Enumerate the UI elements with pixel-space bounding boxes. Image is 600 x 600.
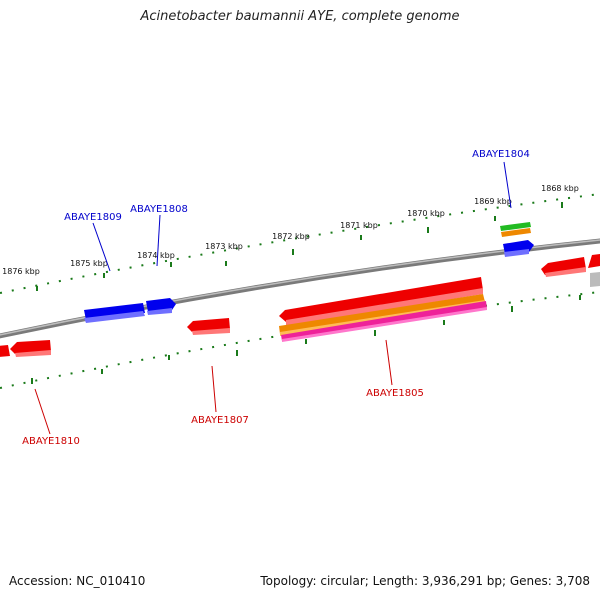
genome-summary-text: Topology: circular; Length: 3,936,291 bp… (260, 574, 590, 588)
gene-label[interactable]: ABAYE1808 (130, 204, 188, 215)
gene-feature[interactable] (500, 222, 531, 231)
tick-label: 1871 kbp (340, 221, 378, 230)
tick-label: 1876 kbp (2, 267, 40, 276)
gene-label[interactable]: ABAYE1804 (472, 149, 530, 160)
tick-label: 1869 kbp (474, 197, 512, 206)
gene-feature[interactable] (501, 228, 531, 237)
gene-feature[interactable] (10, 340, 51, 354)
gene-label[interactable]: ABAYE1807 (191, 415, 249, 426)
tick-labels: 1868 kbp 1869 kbp 1870 kbp 1871 kbp 1872… (2, 184, 579, 276)
outer-major-ticks (36, 202, 563, 291)
gene-feature[interactable] (588, 254, 600, 268)
forward-genes (84, 222, 534, 323)
gene-label[interactable]: ABAYE1810 (22, 436, 80, 447)
outer-tick-ring (0, 193, 600, 294)
gene-labels: ABAYE1804 ABAYE1805 ABAYE1807 ABAYE1808 … (22, 149, 530, 447)
gene-feature[interactable] (84, 303, 145, 320)
gene-feature[interactable] (187, 318, 230, 332)
genome-title: Acinetobacter baumannii AYE, complete ge… (140, 9, 460, 24)
inner-tick-ring (0, 291, 600, 389)
tick-label: 1875 kbp (70, 259, 108, 268)
gene-feature[interactable] (281, 301, 487, 341)
gene-feature[interactable] (0, 345, 10, 357)
gene-label[interactable]: ABAYE1805 (366, 388, 424, 399)
gene-label[interactable]: ABAYE1809 (64, 212, 122, 223)
accession-text: Accession: NC_010410 (9, 574, 146, 588)
reverse-genes (0, 254, 600, 357)
gene-feature[interactable] (279, 294, 485, 334)
tick-label: 1874 kbp (137, 251, 175, 260)
tick-label: 1870 kbp (407, 209, 445, 218)
label-leaders (34, 161, 512, 435)
gene-feature[interactable] (279, 277, 483, 322)
inner-major-ticks (31, 295, 581, 384)
tick-label: 1868 kbp (541, 184, 579, 193)
tick-label: 1872 kbp (272, 232, 310, 241)
tick-label: 1873 kbp (205, 242, 243, 251)
gene-feature[interactable] (590, 272, 600, 287)
